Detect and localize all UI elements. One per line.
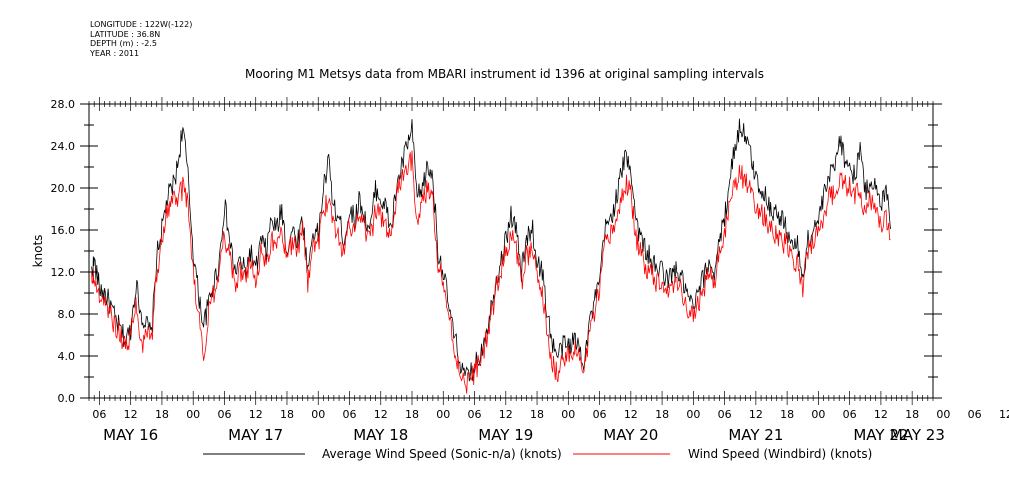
longitude-text: LONGITUDE : 122W(-122) (90, 20, 193, 29)
x-hour-label: 06 (92, 408, 106, 421)
x-hour-label: 12 (374, 408, 388, 421)
x-hour-label: 12 (499, 408, 513, 421)
y-tick-label: 8.0 (58, 308, 76, 321)
year-text: YEAR : 2011 (90, 48, 140, 58)
x-hour-label: 18 (280, 408, 294, 421)
x-hour-label: 06 (342, 408, 356, 421)
x-hour-label: 18 (530, 408, 544, 421)
x-day-label: MAY 20 (603, 426, 658, 444)
x-day-label: MAY 22 (853, 426, 908, 444)
x-day-label: MAY 16 (103, 426, 158, 444)
location-metadata: LONGITUDE : 122W(-122) LATITUDE : 36.8N … (90, 20, 192, 58)
x-hour-label: 06 (718, 408, 732, 421)
x-hour-label: 06 (968, 408, 982, 421)
x-hour-label: 18 (905, 408, 919, 421)
x-day-label: MAY 19 (478, 426, 533, 444)
x-day-label: MAY 18 (353, 426, 408, 444)
x-hour-label: 12 (874, 408, 888, 421)
x-hour-label: 06 (468, 408, 482, 421)
x-day-label: MAY 21 (728, 426, 783, 444)
x-hour-label: 00 (561, 408, 575, 421)
y-tick-label: 12.0 (51, 266, 76, 279)
y-tick-label: 24.0 (51, 140, 76, 153)
y-tick-label: 20.0 (51, 182, 76, 195)
x-day-label: MAY 17 (228, 426, 283, 444)
x-hour-label: 00 (686, 408, 700, 421)
y-axis-label: knots (31, 235, 45, 268)
latitude-text: LATITUDE : 36.8N (90, 29, 161, 39)
x-hour-label: 12 (749, 408, 763, 421)
x-hour-label: 12 (999, 408, 1009, 421)
series-line-0 (91, 118, 891, 382)
x-day-label: MAY 23 (890, 426, 945, 444)
x-hour-label: 00 (311, 408, 325, 421)
y-tick-label: 4.0 (58, 350, 76, 363)
x-hour-label: 06 (217, 408, 231, 421)
chart-title: Mooring M1 Metsys data from MBARI instru… (245, 67, 764, 81)
legend-label-sonic: Average Wind Speed (Sonic-n/a) (knots) (322, 447, 562, 461)
x-hour-label: 18 (780, 408, 794, 421)
series-line-1 (91, 150, 891, 394)
x-hour-label: 12 (624, 408, 638, 421)
x-hour-label: 00 (936, 408, 950, 421)
x-hour-label: 00 (811, 408, 825, 421)
x-hour-label: 06 (843, 408, 857, 421)
x-hour-label: 18 (405, 408, 419, 421)
depth-text: DEPTH (m) : -2.5 (90, 39, 157, 48)
series-layer (91, 118, 891, 394)
x-hour-label: 00 (186, 408, 200, 421)
x-hour-label: 12 (249, 408, 263, 421)
x-hour-label: 06 (593, 408, 607, 421)
y-tick-label: 0.0 (58, 392, 76, 405)
x-hour-label: 18 (655, 408, 669, 421)
legend: Average Wind Speed (Sonic-n/a) (knots) W… (203, 447, 872, 461)
y-tick-label: 28.0 (51, 98, 76, 111)
axes-layer: 0.0 4.0 8.0 12.0 16.0 20.0 24.0 28.0 06 12 18 00 06 1… (51, 97, 1009, 444)
x-hour-label: 12 (124, 408, 138, 421)
legend-label-windbird: Wind Speed (Windbird) (knots) (688, 447, 872, 461)
x-hour-label: 18 (155, 408, 169, 421)
x-hour-label: 00 (436, 408, 450, 421)
y-tick-label: 16.0 (51, 224, 76, 237)
